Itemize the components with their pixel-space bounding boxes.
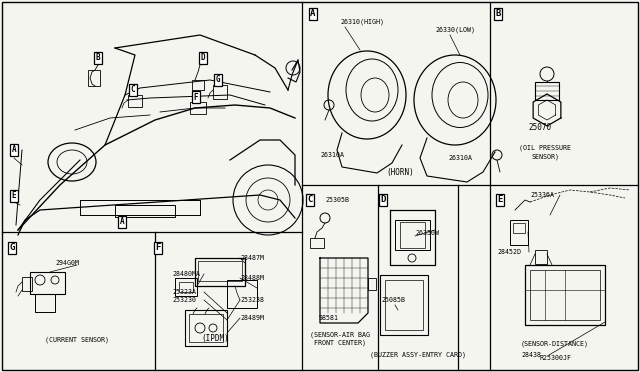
Text: FRONT CENTER): FRONT CENTER) [314,340,366,346]
Text: 28438: 28438 [521,352,541,358]
Text: (SENSOR-DISTANCE): (SENSOR-DISTANCE) [521,341,589,347]
Bar [310,238,324,248]
Text: A: A [120,218,124,227]
Text: (HORN): (HORN) [386,167,414,176]
Text: (OIL PRESSURE: (OIL PRESSURE [519,145,571,151]
Bar [530,270,600,320]
Text: 26310A: 26310A [448,155,472,161]
Text: 26330(LOW): 26330(LOW) [435,27,475,33]
Bar [22,277,32,291]
Text: 25336A: 25336A [530,192,554,198]
Text: 28489M: 28489M [240,315,264,321]
Bar [88,70,100,86]
Text: G: G [216,76,220,84]
Bar [179,282,193,292]
Text: (CURRENT SENSOR): (CURRENT SENSOR) [45,337,109,343]
Bar [535,250,547,264]
Bar [128,95,142,107]
Bar [115,205,175,217]
Bar [195,258,245,286]
Text: E: E [497,196,502,205]
Bar [30,272,65,294]
Text: 26350W: 26350W [415,230,439,236]
Text: 25323A: 25323A [172,289,196,295]
Text: R25300JF: R25300JF [540,355,572,361]
Bar [395,220,430,250]
Text: 28452D: 28452D [497,249,521,255]
Text: C: C [307,196,313,205]
Text: (SENSOR-AIR BAG: (SENSOR-AIR BAG [310,332,370,338]
Bar [192,80,204,90]
Text: 253238: 253238 [240,297,264,303]
Bar [227,280,257,308]
Text: 28480MA: 28480MA [172,271,200,277]
Bar [198,261,242,281]
Text: F: F [156,244,161,253]
Text: 26310(HIGH): 26310(HIGH) [340,19,384,25]
Bar [35,294,55,312]
Text: (BUZZER ASSY-ENTRY CARD): (BUZZER ASSY-ENTRY CARD) [370,352,466,358]
Bar [400,222,425,248]
Bar [385,280,423,330]
Text: (IPDM): (IPDM) [201,334,229,343]
Text: D: D [380,196,386,205]
Bar [368,278,376,290]
Bar [380,275,428,335]
Text: 294G0M: 294G0M [55,260,79,266]
Bar [513,223,525,233]
Bar [175,278,197,296]
Text: A: A [12,145,16,154]
Text: 26310A: 26310A [320,152,344,158]
Text: 25305B: 25305B [325,197,349,203]
Bar [535,82,559,100]
Text: 25085B: 25085B [381,297,405,303]
Text: A: A [310,10,316,19]
Text: 28487M: 28487M [240,255,264,261]
Bar [510,220,528,245]
Text: F: F [194,93,198,102]
Text: G: G [10,244,15,253]
Text: 25070: 25070 [529,124,552,132]
Bar [213,85,227,99]
Text: 28488M: 28488M [240,275,264,281]
Text: C: C [131,86,135,94]
Text: B: B [495,10,500,19]
Bar [185,310,227,346]
Bar [190,102,206,114]
Text: D: D [201,54,205,62]
Text: E: E [12,192,16,201]
Bar [189,314,223,342]
Text: 98581: 98581 [319,315,339,321]
Text: B: B [96,54,100,62]
Text: 253230: 253230 [172,297,196,303]
Bar [525,265,605,325]
Text: SENSOR): SENSOR) [531,154,559,160]
